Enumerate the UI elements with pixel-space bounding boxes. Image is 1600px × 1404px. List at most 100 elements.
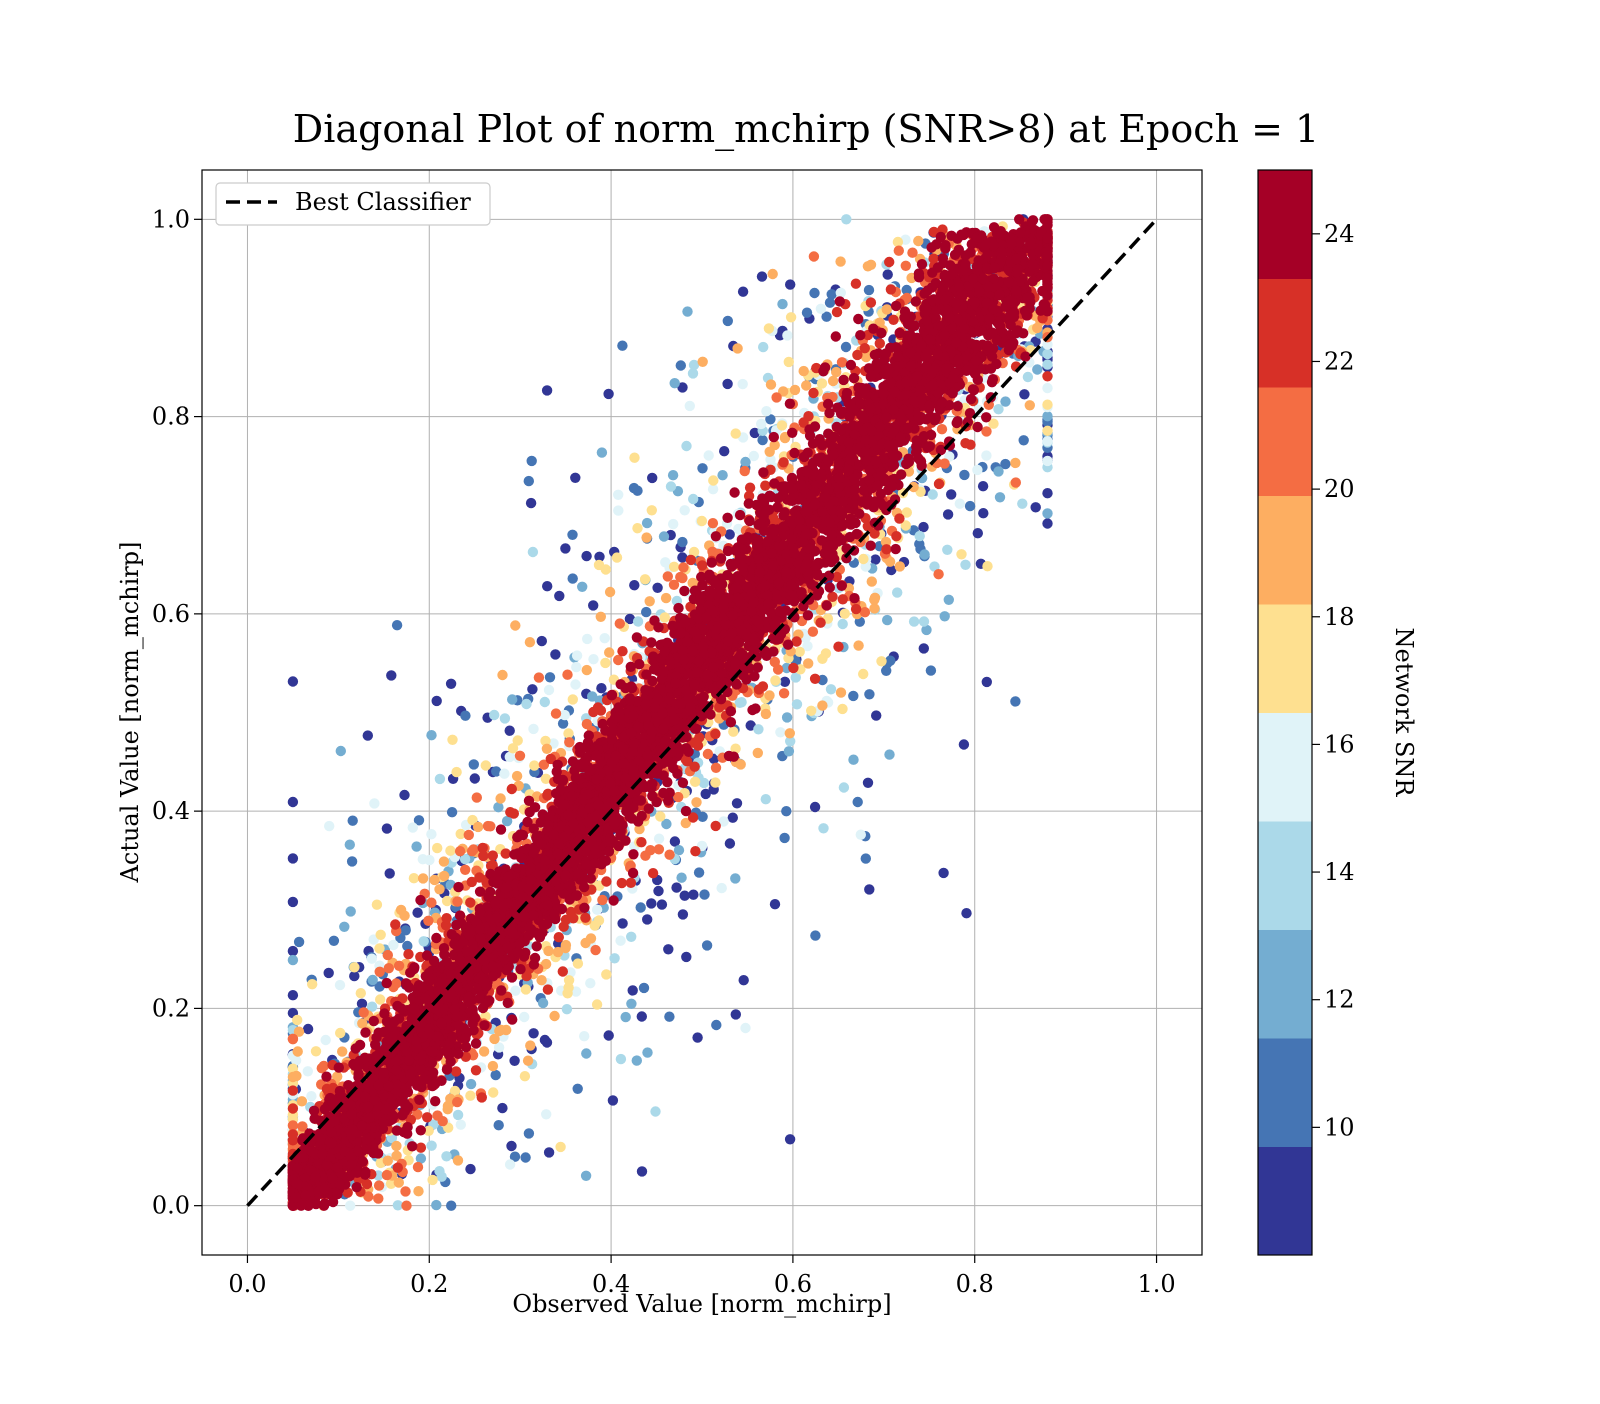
scatter-point — [560, 543, 570, 553]
scatter-point — [636, 902, 646, 912]
scatter-point — [735, 510, 745, 520]
scatter-point — [663, 571, 673, 581]
scatter-point — [955, 499, 965, 509]
scatter-point — [455, 846, 465, 856]
scatter-point — [663, 944, 673, 954]
scatter-point — [447, 735, 457, 745]
scatter-point — [836, 687, 846, 697]
scatter-point — [654, 834, 664, 844]
scatter-point — [818, 823, 828, 833]
scatter-point — [621, 1012, 631, 1022]
scatter-point — [756, 419, 766, 429]
scatter-point — [642, 914, 652, 924]
scatter-point — [892, 587, 902, 597]
scatter-point — [787, 428, 797, 438]
scatter-point — [636, 837, 646, 847]
scatter-point — [446, 679, 456, 689]
scatter-point — [678, 909, 688, 919]
scatter-point — [785, 279, 795, 289]
scatter-point — [666, 481, 676, 491]
scatter-point — [288, 946, 298, 956]
scatter-point — [769, 432, 779, 442]
scatter-point — [761, 709, 771, 719]
scatter-point — [856, 830, 866, 840]
scatter-point — [848, 691, 858, 701]
scatter-point — [580, 913, 590, 923]
scatter-point — [785, 1134, 795, 1144]
scatter-point — [288, 990, 298, 1000]
scatter-point — [738, 287, 748, 297]
scatter-point — [894, 513, 904, 523]
scatter-point — [400, 1186, 410, 1196]
scatter-point — [485, 821, 495, 831]
scatter-point — [757, 435, 767, 445]
scatter-point — [600, 633, 610, 643]
scatter-point — [846, 360, 856, 370]
scatter-point — [827, 592, 837, 602]
scatter-point — [708, 475, 718, 485]
scatter-point — [337, 1046, 347, 1056]
scatter-point — [1025, 400, 1035, 410]
scatter-point — [319, 1061, 329, 1071]
scatter-point — [710, 777, 720, 787]
scatter-point — [628, 985, 638, 995]
scatter-point — [550, 649, 560, 659]
scatter-point — [771, 392, 781, 402]
scatter-point — [311, 1046, 321, 1056]
scatter-point — [730, 873, 740, 883]
scatter-point — [601, 969, 611, 979]
scatter-point — [564, 737, 574, 747]
scatter-point — [808, 627, 818, 637]
scatter-point — [783, 640, 793, 650]
scatter-point — [942, 545, 952, 555]
scatter-point — [708, 518, 718, 528]
scatter-point — [801, 380, 811, 390]
scatter-point — [386, 670, 396, 680]
scatter-point — [738, 379, 748, 389]
scatter-point — [558, 966, 568, 976]
scatter-point — [288, 1120, 298, 1130]
scatter-point — [429, 875, 439, 885]
scatter-point — [901, 261, 911, 271]
scatter-point — [588, 600, 598, 610]
scatter-point — [303, 1024, 313, 1034]
scatter-point — [704, 450, 714, 460]
scatter-point — [871, 710, 881, 720]
scatter-point — [669, 562, 679, 572]
scatter-point — [864, 689, 874, 699]
scatter-point — [882, 304, 892, 314]
scatter-point — [952, 416, 962, 426]
scatter-point — [633, 616, 643, 626]
scatter-point — [972, 465, 982, 475]
scatter-point — [489, 710, 499, 720]
scatter-point — [861, 352, 871, 362]
scatter-point — [690, 777, 700, 787]
scatter-point — [479, 1046, 489, 1056]
scatter-point — [933, 569, 943, 579]
scatter-point — [368, 975, 378, 985]
scatter-point — [1042, 383, 1052, 393]
scatter-point — [650, 1106, 660, 1116]
scatter-point — [471, 1065, 481, 1075]
scatter-point — [766, 379, 776, 389]
scatter-point — [849, 593, 859, 603]
scatter-point — [544, 685, 554, 695]
scatter-point — [1023, 372, 1033, 382]
scatter-point — [297, 1096, 307, 1106]
scatter-point — [928, 489, 938, 499]
scatter-point — [568, 694, 578, 704]
scatter-point — [597, 447, 607, 457]
scatter-point — [838, 375, 848, 385]
scatter-point — [835, 256, 845, 266]
scatter-point — [645, 845, 655, 855]
scatter-point — [617, 646, 627, 656]
scatter-point — [753, 748, 763, 758]
scatter-point — [681, 952, 691, 962]
scatter-point — [568, 573, 578, 583]
scatter-point — [538, 998, 548, 1008]
scatter-point — [465, 1164, 475, 1174]
scatter-point — [288, 897, 298, 907]
scatter-point — [434, 884, 444, 894]
scatter-point — [758, 342, 768, 352]
scatter-point — [810, 930, 820, 940]
